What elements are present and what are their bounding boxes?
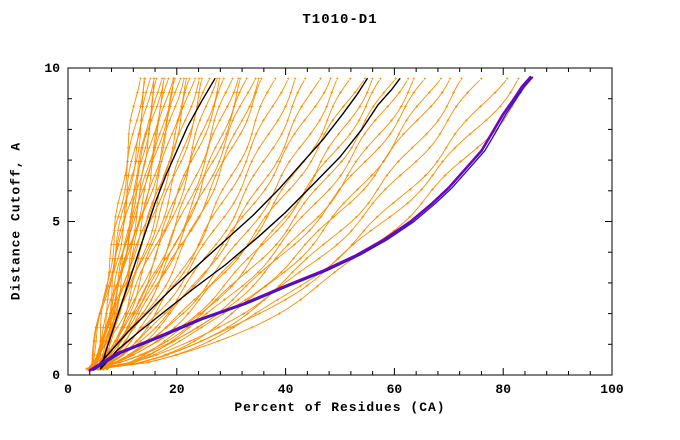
- ensemble-curves: [85, 77, 534, 371]
- y-tick-label: 10: [44, 61, 60, 76]
- x-tick-label: 100: [600, 382, 624, 397]
- page-title: T1010-D1: [302, 12, 378, 28]
- blue-model: [92, 76, 534, 372]
- x-tick-label: 80: [495, 382, 511, 397]
- axes: [67, 67, 613, 376]
- black-model-2: [94, 77, 368, 370]
- x-tick-label: 20: [169, 382, 185, 397]
- black-model-3: [99, 77, 401, 370]
- purple-model: [88, 75, 532, 372]
- tick-labels: 0 20 40 60 80 100 0 5 10: [44, 61, 624, 397]
- highlight-curves: [88, 75, 534, 372]
- x-tick-label: 60: [387, 382, 403, 397]
- x-tick-label: 40: [278, 382, 294, 397]
- x-axis-label: Percent of Residues (CA): [234, 400, 446, 415]
- y-tick-label: 0: [52, 368, 60, 383]
- black-model-1: [99, 77, 216, 370]
- y-tick-label: 5: [52, 215, 60, 230]
- x-tick-label: 0: [64, 382, 72, 397]
